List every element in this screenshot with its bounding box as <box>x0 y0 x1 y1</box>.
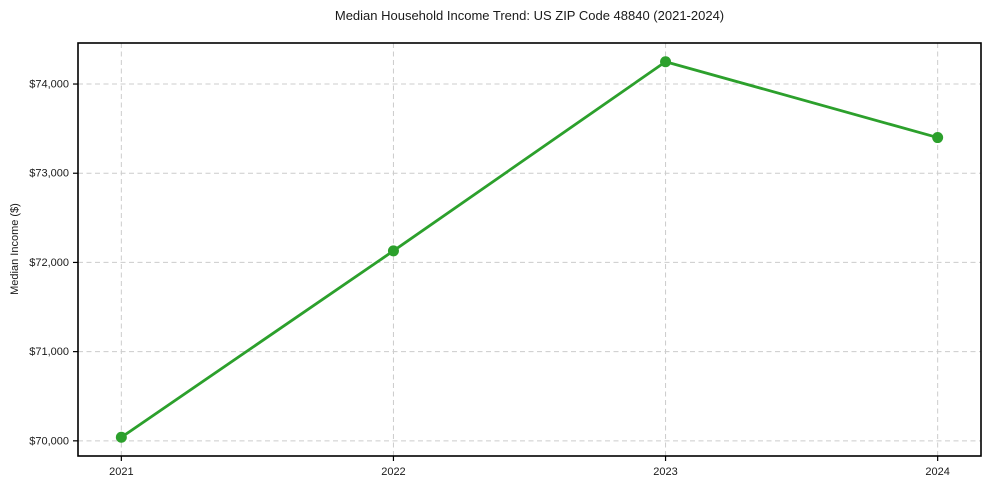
data-point-2021 <box>115 431 127 443</box>
data-point-2023 <box>660 56 672 68</box>
y-tick-label: $71,000 <box>29 346 69 358</box>
x-tick-label: 2021 <box>109 466 133 478</box>
data-point-2022 <box>387 245 399 257</box>
x-tick-label: 2022 <box>381 466 405 478</box>
y-tick-label: $74,000 <box>29 79 69 91</box>
income-trend-line <box>119 60 940 439</box>
x-tick-label: 2024 <box>925 466 949 478</box>
y-tick-label: $73,000 <box>29 168 69 180</box>
y-tick-label: $70,000 <box>29 435 69 447</box>
chart-title: Median Household Income Trend: US ZIP Co… <box>334 8 725 23</box>
x-tick-label: 2023 <box>653 466 677 478</box>
y-tick-label: $72,000 <box>29 257 69 269</box>
plot-border <box>77 42 982 457</box>
data-point-2024 <box>932 132 944 144</box>
